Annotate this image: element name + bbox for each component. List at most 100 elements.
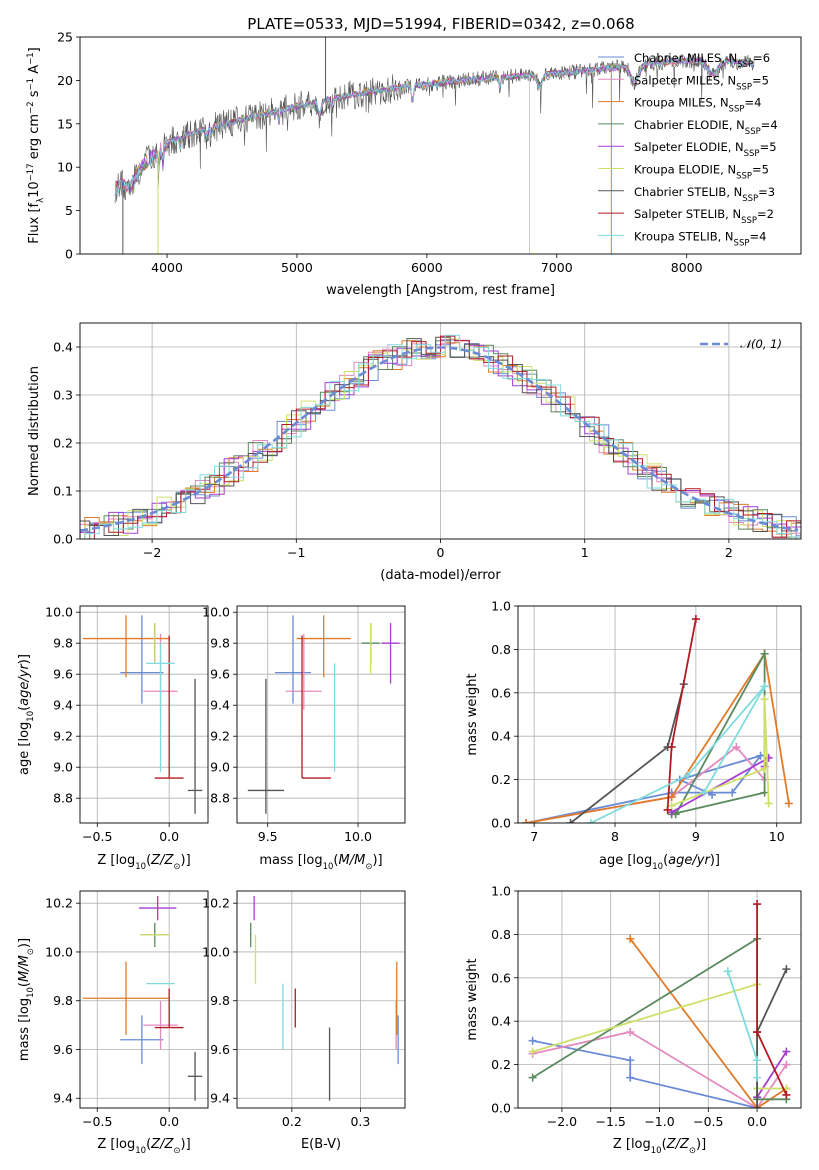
histogram-series: [80, 336, 801, 536]
x-tick-label: 7: [530, 829, 538, 844]
histogram-series: [80, 334, 801, 539]
age_vs_Z-axes: −0.5 0.0 8.8 9.0 9.2 9.4 9.6 9.8 10.0: [45, 605, 208, 844]
y-tick-label: 9.8: [210, 993, 230, 1008]
x-tick-label: 5000: [281, 260, 313, 275]
x-axis-label: Z [log10(Z/Z⊙)]: [97, 1137, 190, 1156]
plus-marker: [760, 649, 769, 658]
y-tick-label: 0.0: [53, 532, 73, 547]
gaussian-curve: [80, 346, 799, 532]
x-axis-label: (data-model)/error: [380, 568, 501, 583]
y-tick-label: 9.0: [210, 760, 230, 775]
x-tick-label: 0.0: [747, 1114, 767, 1129]
y-tick-label: 9.6: [53, 667, 73, 682]
plus-marker: [782, 965, 791, 974]
y-tick-label: 10.2: [202, 896, 230, 911]
x-tick-label: −0.5: [82, 1114, 112, 1129]
y-tick-label: 10: [57, 160, 73, 175]
mass-weight-line: [525, 754, 763, 823]
y-tick-label: 0.2: [491, 772, 511, 787]
plus-marker: [723, 967, 732, 976]
plus-marker: [753, 1073, 762, 1082]
y-tick-label: 9.0: [53, 760, 73, 775]
plus-marker: [528, 1047, 537, 1056]
axes-frame: [517, 890, 802, 1109]
legend-label: Salpeter ELODIE, NSSP=5: [634, 140, 777, 159]
y-tick-label: 10.0: [202, 605, 230, 620]
mw_vs_Z-axes: −2.0 −1.5 −1.0 −0.5 0.0 0.0 0.2 0.4 0.6 0.8 1.0: [491, 884, 801, 1129]
age_vs_Z-errorbars: [82, 615, 203, 814]
plus-marker: [626, 1056, 635, 1065]
x-tick-label: 8: [611, 829, 619, 844]
y-tick-label: 8.8: [53, 791, 73, 806]
plus-marker: [753, 1056, 762, 1065]
plus-marker: [708, 790, 717, 799]
y-tick-label: 0.4: [53, 340, 73, 355]
y-axis-label: mass weight: [465, 673, 480, 755]
mass-weight-line: [532, 1031, 788, 1108]
y-tick-label: 10.0: [202, 944, 230, 959]
mass-weight-line: [525, 651, 790, 823]
plus-marker: [586, 819, 595, 823]
x-axis-label: Z [log10(Z/Z⊙)]: [97, 853, 190, 872]
plus-marker: [667, 743, 676, 752]
mass_vs_Z-axes: −0.5 0.0 9.4 9.6 9.8 10.0 10.2: [45, 891, 208, 1129]
age_vs_mass-axes: 9.5 10.0 8.8 9.0 9.2 9.4 9.6 9.8 10.0: [202, 605, 405, 844]
axes-frame: [79, 605, 209, 824]
plus-marker: [782, 1060, 791, 1069]
y-tick-label: 9.2: [53, 729, 73, 744]
axes-frame: [79, 36, 802, 255]
plus-marker: [626, 1073, 635, 1082]
legend-label: Kroupa STELIB, NSSP=4: [634, 229, 766, 248]
y-tick-label: 0.8: [491, 642, 511, 657]
plus-marker: [760, 788, 769, 797]
legend-label: 𝒩(0, 1): [740, 337, 782, 351]
y-tick-label: 20: [57, 73, 73, 88]
x-tick-label: 1: [581, 545, 589, 560]
axes-frame: [236, 605, 406, 824]
y-axis-label: mass [log10(M/M⊙)]: [17, 938, 36, 1061]
plus-marker: [760, 764, 769, 773]
x-tick-label: −1: [287, 545, 305, 560]
plus-marker: [663, 805, 672, 814]
plus-marker: [683, 771, 692, 780]
legend-label: Chabrier ELODIE, NSSP=4: [634, 118, 778, 137]
y-tick-label: 9.4: [210, 1091, 230, 1106]
legend-label: Kroupa ELODIE, NSSP=5: [634, 163, 769, 182]
y-tick-label: 0.0: [491, 816, 511, 831]
y-tick-label: 9.4: [53, 1091, 73, 1106]
y-tick-label: 0.8: [491, 927, 511, 942]
plus-marker: [728, 788, 737, 797]
legend-label: Salpeter MILES, NSSP=5: [634, 73, 769, 92]
y-tick-label: 0.4: [491, 1014, 511, 1029]
x-tick-label: −1.0: [644, 1114, 674, 1129]
y-axis-label: Flux [fλ10−17 erg cm−2 s−1 A−1]: [26, 47, 46, 243]
x-tick-label: 9: [692, 829, 700, 844]
plus-marker: [699, 788, 708, 797]
x-tick-label: −2.0: [547, 1114, 577, 1129]
x-tick-label: 0: [437, 545, 445, 560]
plus-marker: [764, 753, 773, 762]
y-tick-label: 9.6: [210, 1042, 230, 1057]
plus-marker: [756, 751, 765, 760]
y-tick-label: 0.6: [491, 685, 511, 700]
y-tick-label: 1.0: [491, 599, 511, 614]
spectrum-line: [114, 56, 754, 196]
mass-weight-line: [671, 699, 770, 807]
mass-weight-line: [756, 1051, 788, 1098]
spectrum-axes: 4000 5000 6000 7000 8000 0 5 10 15 20 25: [57, 30, 703, 276]
x-tick-label: 9.5: [258, 829, 278, 844]
figure-title: PLATE=0533, MJD=51994, FIBERID=0342, z=0…: [247, 15, 634, 33]
y-axis-label: age [log10(age/yr)]: [17, 654, 36, 775]
plus-marker: [764, 799, 773, 808]
plus-marker: [671, 810, 680, 819]
plus-marker: [528, 1036, 537, 1045]
x-tick-label: −0.5: [82, 829, 112, 844]
x-tick-label: 10: [769, 829, 785, 844]
y-tick-label: 9.8: [53, 993, 73, 1008]
y-tick-label: 0.4: [491, 729, 511, 744]
y-tick-label: 9.2: [210, 729, 230, 744]
spectrum-lines: [114, 37, 755, 254]
mass-weight-line: [532, 1039, 758, 1108]
mw_vs_Z-lines: [528, 900, 791, 1108]
